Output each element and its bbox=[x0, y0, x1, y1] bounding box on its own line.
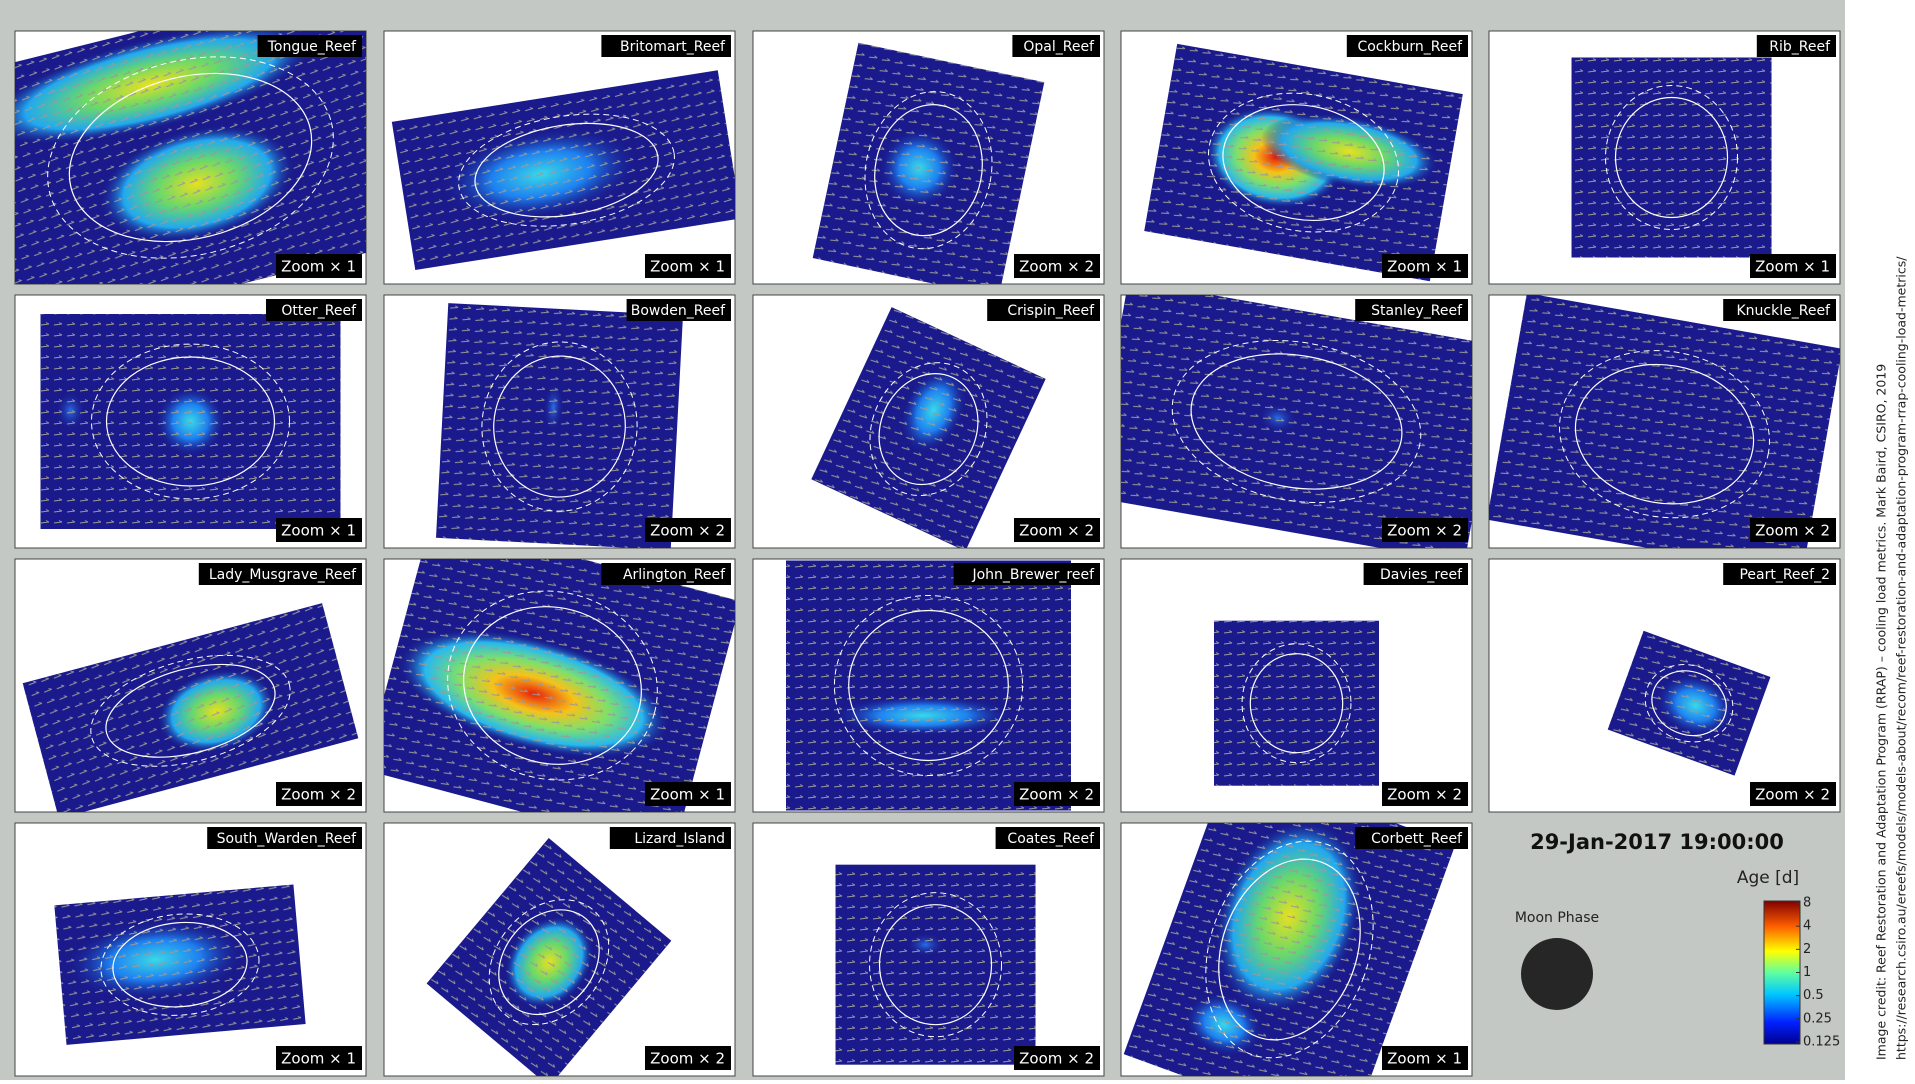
reef-panel: Stanley_Reef Zoom × 2 bbox=[1090, 280, 1502, 563]
rotated-domain bbox=[786, 561, 1071, 811]
credit-url: https://research.csiro.au/ereefs/models/… bbox=[1894, 256, 1909, 1060]
zoom-label: Zoom × 1 bbox=[281, 522, 356, 540]
rotated-domain bbox=[836, 865, 1036, 1065]
zoom-label: Zoom × 2 bbox=[1387, 522, 1462, 540]
colorbar-title: Age [d] bbox=[1737, 868, 1799, 888]
colorbar bbox=[1764, 901, 1800, 1044]
credit: Image credit: Reef Restoration and Adapt… bbox=[1874, 364, 1889, 1060]
colorbar-tick-label: 2 bbox=[1803, 942, 1811, 957]
reef-name: Davies_reef bbox=[1380, 567, 1463, 583]
reef-panel: Otter_Reef Zoom × 1 bbox=[15, 295, 366, 548]
current-arrows bbox=[54, 884, 305, 1044]
reef-panel: Peart_Reef_2 Zoom × 2 bbox=[1489, 559, 1840, 812]
current-arrows bbox=[836, 865, 1036, 1065]
reef-map bbox=[436, 303, 683, 550]
zoom-label: Zoom × 2 bbox=[1019, 1050, 1094, 1068]
reef-name: Arlington_Reef bbox=[623, 567, 726, 583]
reef-panel: Coates_Reef Zoom × 2 bbox=[753, 823, 1104, 1076]
rotated-domain bbox=[1214, 621, 1379, 786]
reef-name: Corbett_Reef bbox=[1371, 831, 1463, 847]
reef-name: Otter_Reef bbox=[281, 303, 357, 319]
zoom-label: Zoom × 2 bbox=[1755, 786, 1830, 804]
reef-name: Peart_Reef_2 bbox=[1739, 567, 1830, 583]
reef-name: Opal_Reef bbox=[1023, 39, 1095, 55]
reef-panel: Knuckle_Reef Zoom × 2 bbox=[1487, 293, 1842, 575]
zoom-label: Zoom × 2 bbox=[281, 786, 356, 804]
reef-name: Bowden_Reef bbox=[631, 303, 726, 319]
zoom-label: Zoom × 2 bbox=[1019, 786, 1094, 804]
reef-map bbox=[1214, 621, 1379, 786]
reef-name: Tongue_Reef bbox=[267, 39, 357, 55]
current-arrows bbox=[786, 561, 1071, 811]
current-arrows bbox=[436, 303, 683, 550]
page: Tongue_Reef Zoom × 1 Britomart_Reef Zoom × … bbox=[0, 0, 1915, 1080]
reef-name: Knuckle_Reef bbox=[1737, 303, 1832, 319]
reef-map bbox=[1572, 58, 1772, 258]
reef-name: Rib_Reef bbox=[1769, 39, 1831, 55]
timestamp: 29-Jan-2017 19:00:00 bbox=[1530, 830, 1784, 854]
reef-name: Crispin_Reef bbox=[1007, 303, 1095, 319]
reef-panel: Britomart_Reef Zoom × 1 bbox=[384, 31, 741, 284]
zoom-label: Zoom × 2 bbox=[1387, 786, 1462, 804]
reef-panel: Rib_Reef Zoom × 1 bbox=[1489, 31, 1840, 284]
legend-cell: 29-Jan-2017 19:00:00 Age [d] Moon Phase … bbox=[1489, 823, 1840, 1076]
colorbar-tick-label: 0.25 bbox=[1803, 1011, 1832, 1026]
reef-panel: Lady_Musgrave_Reef Zoom × 2 bbox=[15, 559, 366, 819]
zoom-label: Zoom × 2 bbox=[1019, 522, 1094, 540]
current-arrows bbox=[1214, 621, 1379, 786]
rotated-domain bbox=[1572, 58, 1772, 258]
reef-name: John_Brewer_reef bbox=[971, 567, 1095, 583]
colorbar-tick-label: 0.125 bbox=[1803, 1035, 1840, 1050]
current-arrows bbox=[41, 314, 341, 529]
reef-panel: Opal_Reef Zoom × 2 bbox=[753, 31, 1104, 297]
rotated-domain bbox=[436, 303, 683, 550]
current-arrows bbox=[1572, 58, 1772, 258]
zoom-label: Zoom × 1 bbox=[281, 1050, 356, 1068]
zoom-label: Zoom × 2 bbox=[1019, 258, 1094, 276]
zoom-label: Zoom × 2 bbox=[650, 1050, 725, 1068]
reef-map bbox=[836, 865, 1036, 1065]
zoom-label: Zoom × 1 bbox=[1387, 258, 1462, 276]
reef-panel: Davies_reef Zoom × 2 bbox=[1121, 559, 1472, 812]
reef-map bbox=[41, 314, 341, 529]
reef-name: South_Warden_Reef bbox=[217, 831, 357, 847]
reef-name: Stanley_Reef bbox=[1371, 303, 1463, 319]
zoom-label: Zoom × 2 bbox=[650, 522, 725, 540]
reef-map bbox=[54, 884, 305, 1044]
figure: Tongue_Reef Zoom × 1 Britomart_Reef Zoom × … bbox=[0, 0, 1915, 1080]
colorbar-tick-label: 0.5 bbox=[1803, 988, 1824, 1003]
colorbar-tick-label: 8 bbox=[1803, 896, 1811, 911]
reef-panel: Lizard_Island Zoom × 2 bbox=[384, 823, 735, 1080]
reef-panel: Arlington_Reef Zoom × 1 bbox=[364, 519, 740, 853]
moon bbox=[1521, 938, 1593, 1010]
zoom-label: Zoom × 1 bbox=[650, 786, 725, 804]
colorbar-tick-label: 1 bbox=[1803, 965, 1811, 980]
reef-name: Lady_Musgrave_Reef bbox=[209, 567, 357, 583]
reef-panel: Cockburn_Reef Zoom × 1 bbox=[1121, 31, 1472, 284]
rotated-domain bbox=[41, 314, 341, 529]
moon-label: Moon Phase bbox=[1515, 910, 1599, 926]
zoom-label: Zoom × 1 bbox=[1755, 258, 1830, 276]
reef-panel: Bowden_Reef Zoom × 2 bbox=[384, 295, 735, 550]
reef-name: Britomart_Reef bbox=[620, 39, 726, 55]
zoom-label: Zoom × 1 bbox=[281, 258, 356, 276]
reef-name: Cockburn_Reef bbox=[1357, 39, 1463, 55]
reef-map bbox=[786, 561, 1071, 811]
reef-panel: South_Warden_Reef Zoom × 1 bbox=[15, 823, 366, 1076]
zoom-label: Zoom × 1 bbox=[650, 258, 725, 276]
reef-name: Lizard_Island bbox=[634, 831, 725, 847]
reef-panel: Crispin_Reef Zoom × 2 bbox=[753, 295, 1104, 551]
rotated-domain bbox=[54, 884, 305, 1044]
reef-name: Coates_Reef bbox=[1007, 831, 1095, 847]
reef-panel: John_Brewer_reef Zoom × 2 bbox=[753, 559, 1104, 812]
zoom-label: Zoom × 2 bbox=[1755, 522, 1830, 540]
zoom-label: Zoom × 1 bbox=[1387, 1050, 1462, 1068]
colorbar-tick-label: 4 bbox=[1803, 919, 1811, 934]
